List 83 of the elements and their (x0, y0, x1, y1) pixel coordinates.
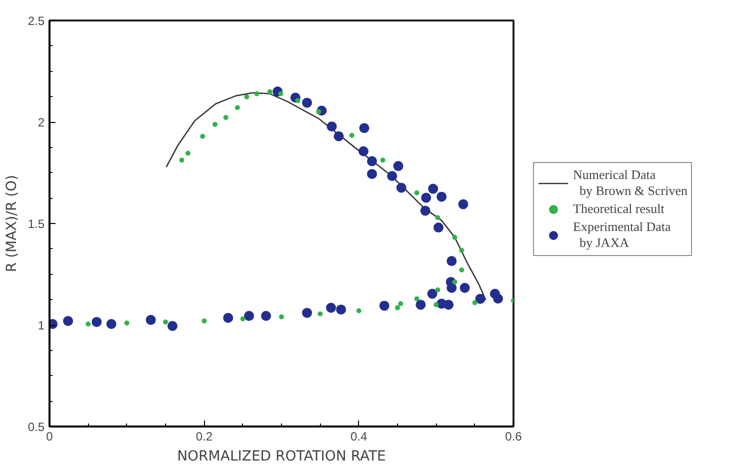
point (359, 123, 370, 134)
point (261, 310, 272, 321)
point (278, 91, 284, 96)
point (63, 316, 74, 326)
point (414, 296, 420, 302)
point (435, 287, 440, 292)
point (436, 192, 447, 202)
y-axis-title: R (MAX)/R (O) (4, 174, 20, 272)
point (459, 248, 464, 253)
point (336, 304, 346, 315)
point (472, 300, 478, 306)
legend-label: Theoretical result (573, 201, 664, 217)
point (124, 320, 130, 326)
point (223, 115, 228, 120)
point (444, 300, 454, 310)
point (254, 91, 260, 96)
point (452, 279, 458, 284)
point (379, 300, 390, 311)
point (459, 267, 464, 272)
point (279, 314, 284, 320)
legend-label: Experimental Data by JAXA (573, 219, 671, 251)
point (387, 171, 398, 181)
point (295, 98, 300, 104)
point (302, 98, 312, 108)
point (358, 146, 368, 156)
point (326, 121, 337, 132)
point (452, 234, 458, 240)
point (163, 319, 168, 324)
x-tick-label: 0 (46, 430, 54, 444)
point (179, 158, 184, 163)
point (106, 318, 116, 329)
point (200, 134, 206, 139)
point (458, 199, 468, 210)
point (146, 314, 156, 325)
y-tick-label: 0.5 (28, 420, 45, 434)
y-tick-label: 2.5 (28, 14, 45, 28)
point (434, 302, 439, 308)
point (240, 316, 246, 322)
point (393, 161, 404, 172)
point (475, 294, 486, 304)
point (460, 282, 470, 293)
point (302, 308, 312, 318)
y-tick-label: 2 (38, 116, 45, 130)
point (395, 305, 400, 310)
point (86, 321, 91, 326)
point (398, 301, 404, 306)
y-tick-label: 1 (38, 318, 45, 332)
point (366, 156, 377, 166)
point (334, 131, 344, 142)
point (421, 192, 432, 203)
point (427, 288, 438, 299)
point (326, 302, 336, 313)
point (318, 311, 323, 316)
point (92, 316, 102, 327)
point (212, 122, 218, 127)
point (244, 310, 254, 321)
point (493, 294, 504, 304)
legend-label: Numerical Data by Brown & Scriven (573, 167, 688, 199)
point (366, 168, 377, 179)
point (420, 206, 430, 216)
point (380, 158, 386, 163)
point (167, 321, 178, 332)
x-tick-label: 0.6 (505, 430, 522, 444)
point (234, 105, 240, 110)
x-axis-title: NORMALIZED ROTATION RATE (177, 448, 386, 464)
point (316, 109, 322, 114)
point (396, 182, 406, 193)
point (356, 308, 362, 314)
y-tick-label: 1.5 (28, 217, 45, 231)
point (267, 89, 272, 94)
point (185, 150, 190, 156)
point (435, 215, 440, 220)
point (349, 132, 354, 138)
point (433, 222, 444, 233)
point (414, 190, 420, 196)
point (244, 94, 250, 100)
point (223, 312, 234, 323)
point (416, 300, 426, 310)
point (428, 184, 438, 194)
x-tick-label: 0.2 (196, 430, 213, 444)
x-tick-label: 0.4 (350, 430, 368, 444)
point (446, 256, 457, 266)
point (202, 318, 207, 324)
